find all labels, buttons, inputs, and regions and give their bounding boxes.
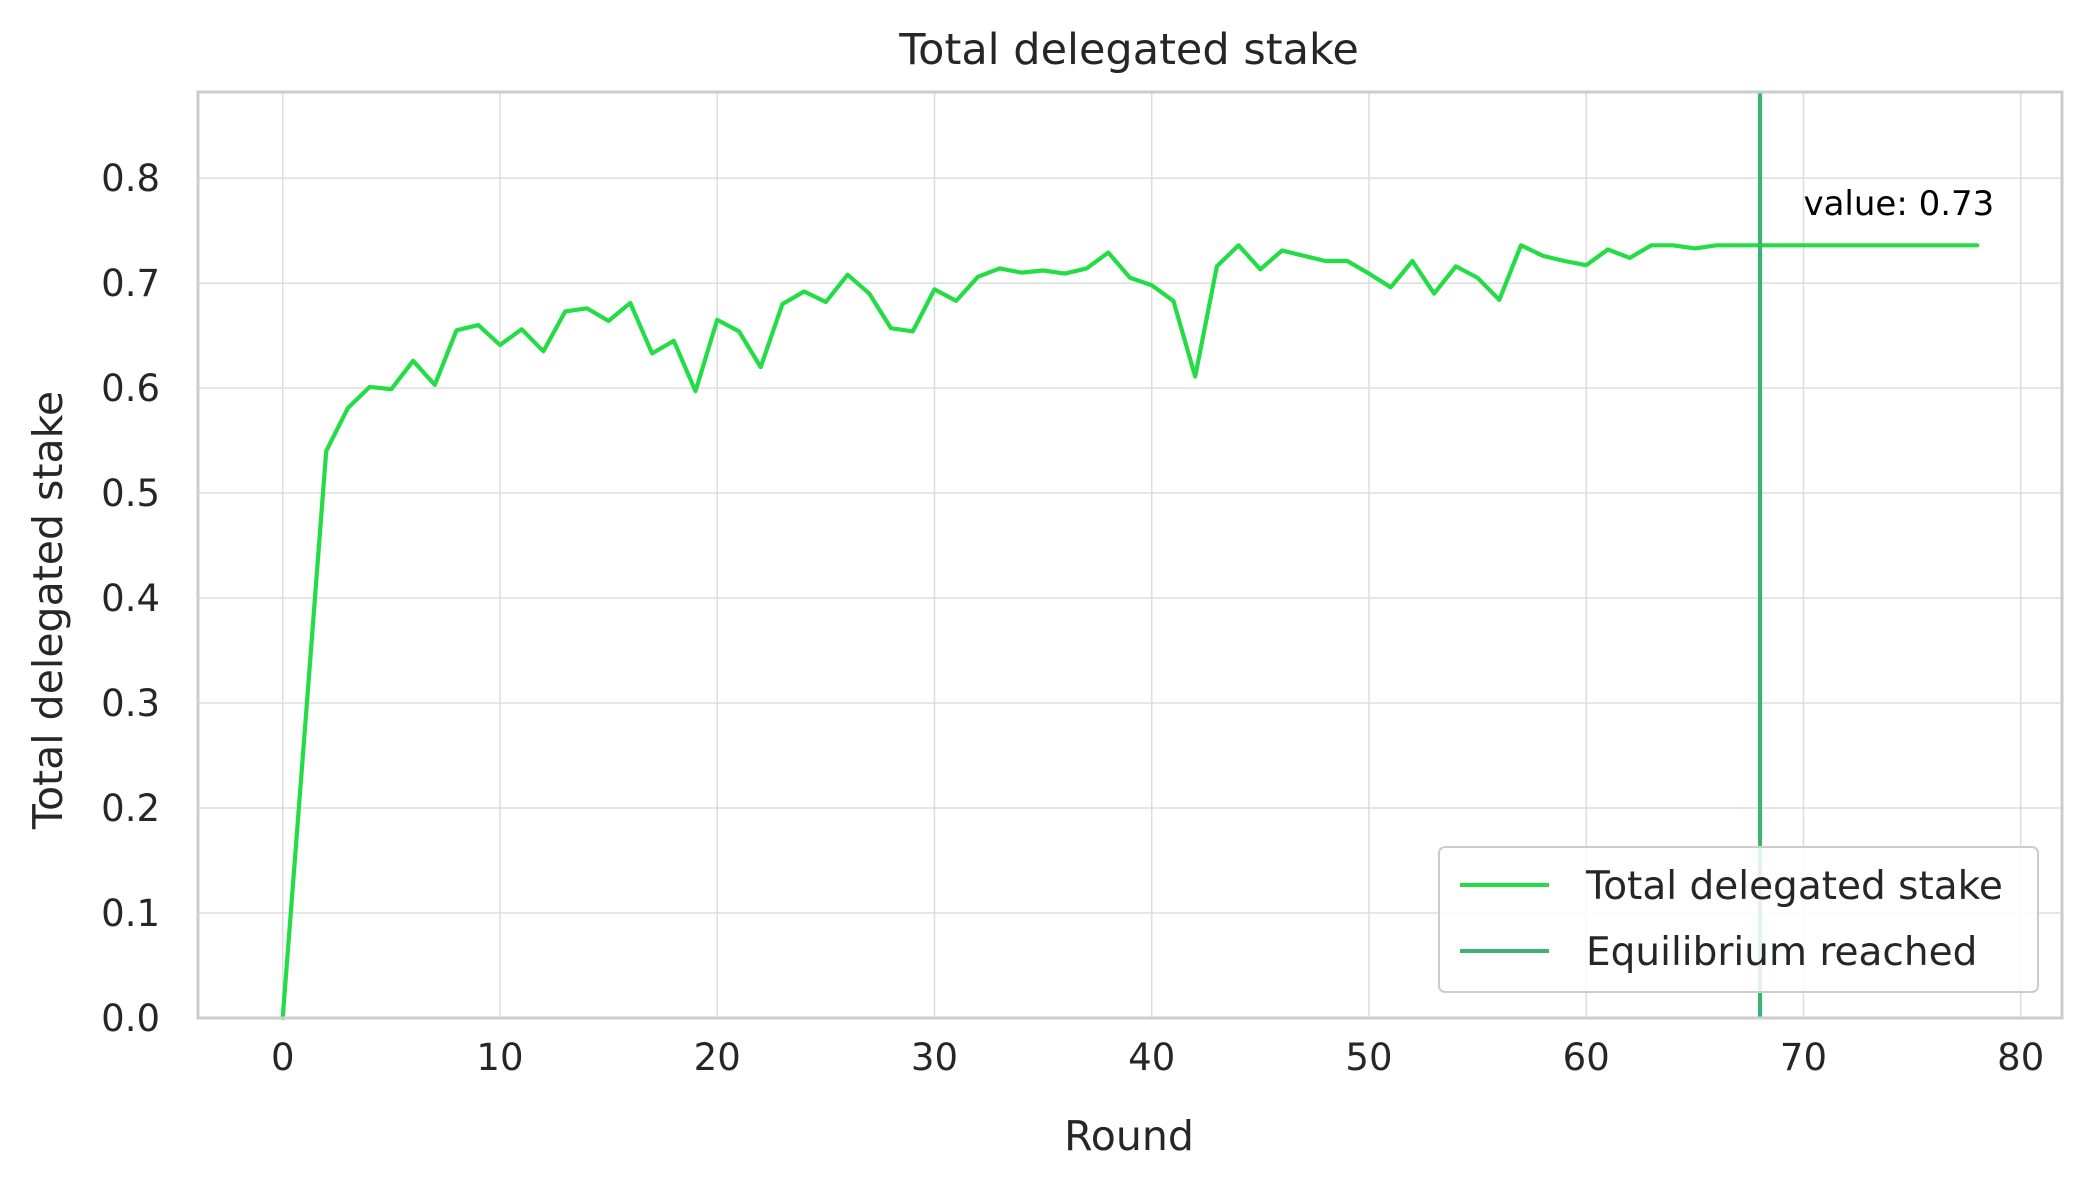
- y-tick-label: 0.7: [101, 262, 160, 305]
- y-tick-label: 0.5: [101, 472, 160, 515]
- annotations-layer: value: 0.73: [1803, 184, 1994, 224]
- x-tick-label: 10: [476, 1036, 523, 1079]
- grid-lines: [198, 92, 2062, 1019]
- x-tick-label: 20: [694, 1036, 741, 1079]
- x-tick-label: 0: [271, 1036, 295, 1079]
- y-tick-label: 0.2: [101, 787, 160, 830]
- legend-label-total-delegated-stake: Total delegated stake: [1585, 864, 2003, 909]
- y-tick-label: 0.0: [101, 997, 160, 1040]
- y-tick-label: 0.3: [101, 682, 160, 725]
- x-tick-label: 80: [1997, 1036, 2044, 1079]
- y-tick-label: 0.1: [101, 892, 160, 935]
- x-tick-label: 40: [1128, 1036, 1175, 1079]
- x-tick-label: 60: [1563, 1036, 1610, 1079]
- x-axis-title: Round: [1064, 1112, 1194, 1160]
- y-axis-title: Total delegated stake: [24, 391, 72, 830]
- chart-title: Total delegated stake: [898, 25, 1359, 75]
- tick-labels: 0 10 20 30 40 50 60 70 80 0.0 0.1 0.2 0.3 0.4 0.5 0.6 0.…: [101, 157, 2044, 1079]
- x-tick-label: 70: [1780, 1036, 1827, 1079]
- plot-frame: [196, 90, 2064, 1020]
- legend: Total delegated stake Equilibrium reache…: [1438, 846, 2039, 993]
- x-tick-label: 30: [911, 1036, 958, 1079]
- y-tick-label: 0.8: [101, 157, 160, 200]
- y-tick-label: 0.6: [101, 367, 160, 410]
- y-tick-label: 0.4: [101, 577, 160, 620]
- value-annotation: value: 0.73: [1803, 184, 1994, 224]
- legend-box: [1438, 846, 2039, 993]
- legend-label-equilibrium-reached: Equilibrium reached: [1586, 930, 1977, 975]
- series-line-total-delegated-stake: [280, 243, 1980, 1021]
- x-tick-label: 50: [1345, 1036, 1392, 1079]
